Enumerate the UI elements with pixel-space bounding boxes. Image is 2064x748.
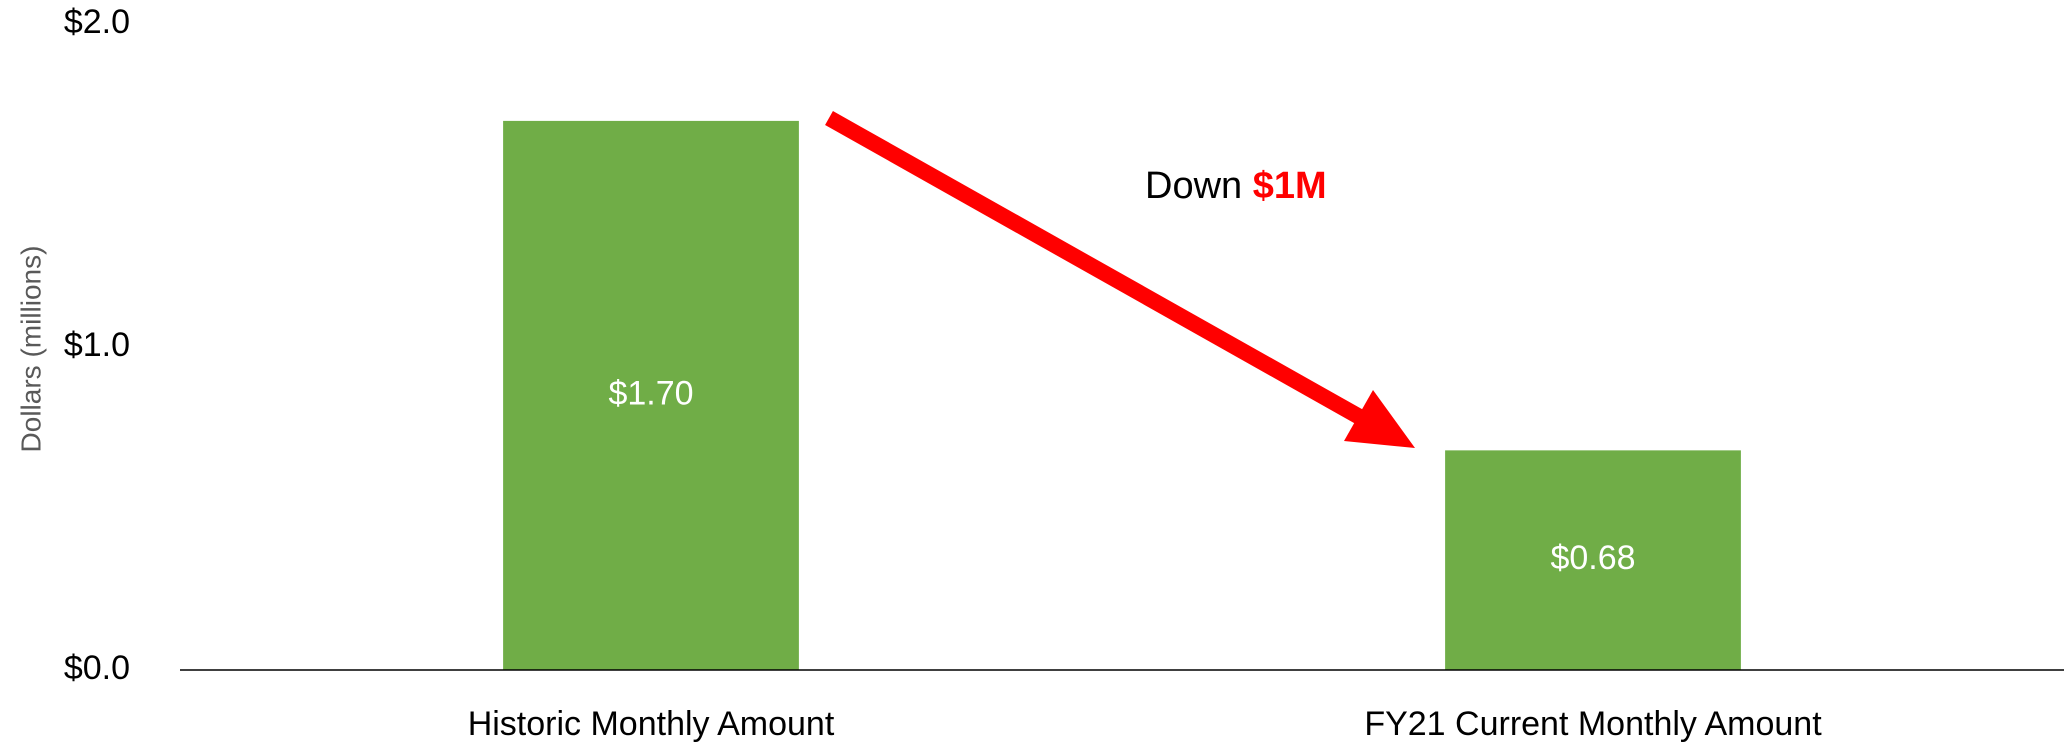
annotation-text: Down	[1145, 165, 1242, 207]
y-tick-label: $0.0	[64, 649, 130, 687]
bar	[503, 120, 799, 670]
y-tick-label: $1.0	[64, 326, 130, 364]
annotation-arrowhead	[1344, 390, 1415, 448]
annotation-highlight: $1M	[1253, 165, 1327, 207]
x-tick-label: Historic Monthly Amount	[468, 705, 835, 743]
x-tick-label: FY21 Current Monthly Amount	[1364, 705, 1822, 743]
annotation-arrow	[825, 111, 1369, 427]
value-label: $1.70	[608, 374, 693, 412]
y-tick-label: $2.0	[64, 3, 130, 41]
annotation: Down $1M	[1145, 165, 1327, 207]
y-axis-label: Dollars (millions)	[15, 246, 46, 453]
bar	[1445, 450, 1741, 670]
value-label: $0.68	[1550, 539, 1635, 577]
